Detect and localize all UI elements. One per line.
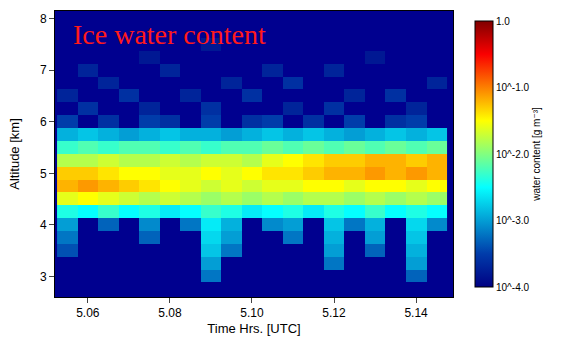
svg-text:4: 4 — [40, 218, 47, 232]
svg-text:water content [g m⁻³]: water content [g m⁻³] — [531, 107, 542, 202]
svg-text:1.0: 1.0 — [496, 16, 510, 27]
svg-text:10^-2.0: 10^-2.0 — [496, 149, 529, 160]
svg-text:5.10: 5.10 — [240, 306, 264, 320]
svg-text:5.12: 5.12 — [322, 306, 346, 320]
svg-text:5.14: 5.14 — [404, 306, 428, 320]
svg-text:Ice water content: Ice water content — [73, 19, 266, 50]
svg-text:7: 7 — [40, 63, 47, 77]
svg-text:10^-3.0: 10^-3.0 — [496, 215, 529, 226]
svg-text:10^-4.0: 10^-4.0 — [496, 282, 529, 293]
svg-text:5: 5 — [40, 167, 47, 181]
svg-text:Time Hrs. [UTC]: Time Hrs. [UTC] — [207, 321, 300, 336]
svg-text:3: 3 — [40, 270, 47, 284]
svg-text:6: 6 — [40, 115, 47, 129]
svg-text:5.06: 5.06 — [76, 306, 100, 320]
svg-text:8: 8 — [40, 12, 47, 26]
svg-text:Altitude [km]: Altitude [km] — [7, 118, 22, 190]
svg-text:5.08: 5.08 — [158, 306, 182, 320]
svg-text:10^-1.0: 10^-1.0 — [496, 82, 529, 93]
